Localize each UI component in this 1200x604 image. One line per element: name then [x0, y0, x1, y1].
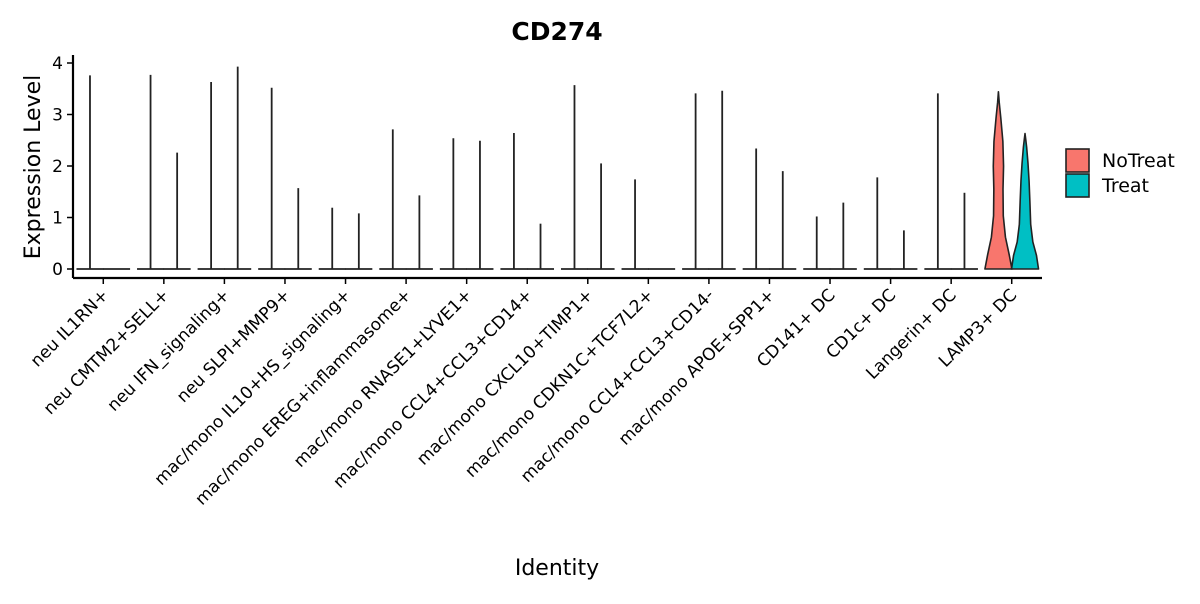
legend-swatch-treat: [1065, 173, 1090, 198]
x-tick-label: mac/mono EREG+inflammasome+: [191, 285, 415, 509]
legend-label-treat: Treat: [1101, 175, 1149, 197]
y-tick-label: 1: [52, 209, 63, 229]
legend-swatch-notreat: [1065, 148, 1090, 173]
x-axis-title: Identity: [515, 556, 599, 581]
legend-label-notreat: NoTreat: [1102, 150, 1175, 172]
x-tick-label: neu SLPI+MMP9+: [173, 285, 295, 407]
y-tick-label: 0: [52, 260, 63, 280]
y-tick-label: 3: [52, 106, 63, 126]
chart-title: CD274: [511, 17, 602, 46]
violin-notreat: [984, 91, 1013, 270]
violin-treat: [1010, 132, 1040, 270]
y-tick-label: 2: [52, 157, 63, 177]
y-tick-label: 4: [52, 54, 63, 74]
y-axis-title: Expression Level: [21, 75, 46, 260]
legend: NoTreat Treat: [1065, 148, 1175, 198]
